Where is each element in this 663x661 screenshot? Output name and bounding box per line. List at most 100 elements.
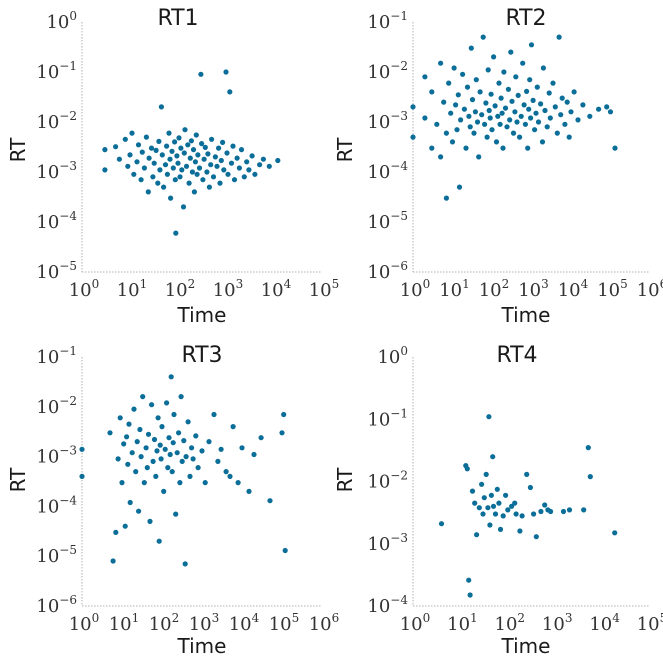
data-point <box>449 139 456 145</box>
x-tick-label: 106 <box>309 611 340 635</box>
data-point <box>204 169 210 175</box>
data-point <box>469 97 476 103</box>
data-point <box>121 441 127 447</box>
data-point <box>185 142 191 148</box>
data-point <box>483 471 489 477</box>
data-point <box>472 109 478 115</box>
data-point <box>182 127 188 133</box>
data-point <box>189 445 195 451</box>
data-point <box>456 184 463 190</box>
data-point <box>460 71 466 77</box>
data-point <box>474 119 481 125</box>
data-point <box>560 508 567 515</box>
data-point <box>275 157 281 164</box>
data-point <box>212 154 218 160</box>
data-point <box>191 189 197 195</box>
data-point <box>185 419 191 425</box>
data-point <box>512 109 518 115</box>
data-point <box>587 113 593 119</box>
data-point <box>124 434 130 440</box>
data-point <box>110 558 116 564</box>
data-point <box>527 77 533 83</box>
data-point <box>125 163 131 169</box>
data-point <box>228 160 235 166</box>
data-point <box>115 456 121 462</box>
y-tick-label: 10−1 <box>36 59 77 83</box>
data-point <box>504 124 510 130</box>
data-point <box>217 180 223 186</box>
data-point <box>176 135 182 141</box>
data-point <box>102 147 108 153</box>
data-point <box>508 49 514 55</box>
data-point <box>239 445 245 451</box>
data-point <box>266 163 272 169</box>
data-point <box>164 400 170 406</box>
x-tick-label: 105 <box>637 611 663 635</box>
x-axis-label: Time <box>501 303 551 327</box>
data-point <box>169 148 175 154</box>
data-point <box>571 89 577 95</box>
data-point <box>205 151 211 157</box>
panel-rt1: RT1 Time RT 100 101 102 103 104 105 10−5 10−4 10… <box>6 6 339 327</box>
y-tick-label: 10−2 <box>367 469 408 493</box>
data-point <box>485 505 491 511</box>
panel-rt3: RT3 Time RT 100 101 102 103 104 105 106 10−6 10−… <box>6 343 339 658</box>
data-point <box>127 499 133 506</box>
data-point <box>525 145 531 151</box>
data-point <box>244 159 250 165</box>
data-point <box>495 113 501 119</box>
data-point <box>117 415 123 421</box>
data-point <box>156 538 162 544</box>
data-point <box>126 421 132 427</box>
data-point <box>223 69 229 75</box>
data-point <box>189 169 195 175</box>
data-point <box>528 115 534 121</box>
data-point <box>501 69 507 75</box>
data-point <box>464 84 471 90</box>
panel-title: RT2 <box>505 6 546 31</box>
data-point <box>514 119 520 125</box>
data-point <box>134 439 140 445</box>
x-tick-label: 102 <box>495 611 526 635</box>
data-point <box>282 547 288 554</box>
x-tick-label: 100 <box>400 611 431 635</box>
y-tick-label: 10−6 <box>367 259 408 283</box>
data-point <box>486 414 492 420</box>
data-point <box>227 473 233 479</box>
data-point <box>218 446 224 452</box>
data-point <box>202 144 208 150</box>
data-point <box>193 132 199 138</box>
data-point <box>547 115 553 121</box>
data-point <box>181 150 187 156</box>
data-point <box>473 77 479 83</box>
data-point <box>540 65 547 71</box>
data-point <box>158 456 164 462</box>
data-point <box>170 165 176 171</box>
data-point <box>485 67 491 73</box>
data-point <box>461 106 467 112</box>
data-point <box>234 155 240 161</box>
data-point <box>438 60 444 66</box>
data-point <box>542 502 548 508</box>
data-point <box>246 488 252 494</box>
data-point <box>486 107 492 114</box>
data-point <box>479 481 485 487</box>
data-point <box>498 95 504 101</box>
data-point <box>519 513 525 519</box>
y-tick-label: 10−6 <box>36 593 77 617</box>
data-point <box>481 495 487 501</box>
data-point <box>200 177 206 183</box>
data-point <box>150 458 156 464</box>
data-point <box>410 134 416 140</box>
data-point <box>144 465 150 471</box>
data-point <box>166 130 172 136</box>
data-point <box>216 145 222 151</box>
y-tick-label: 100 <box>377 344 408 368</box>
data-point <box>612 145 618 151</box>
data-point <box>480 34 486 40</box>
y-tick-label: 10−2 <box>367 59 408 83</box>
data-point <box>122 136 128 142</box>
data-point <box>173 511 179 517</box>
data-point <box>175 160 181 166</box>
data-point <box>544 124 550 130</box>
